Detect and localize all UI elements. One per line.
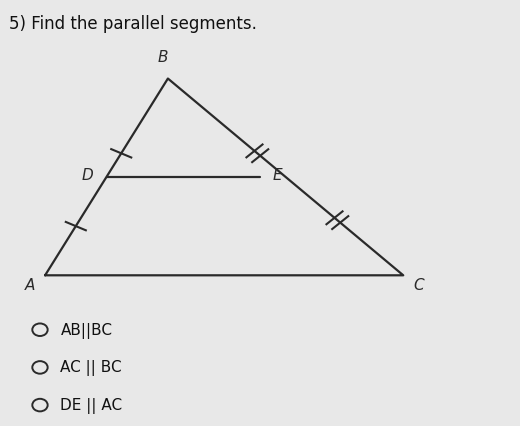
Text: AB||BC: AB||BC (60, 322, 112, 338)
Text: 5) Find the parallel segments.: 5) Find the parallel segments. (9, 14, 257, 32)
Text: DE || AC: DE || AC (60, 397, 123, 413)
Text: E: E (273, 168, 282, 183)
Text: AC || BC: AC || BC (60, 360, 122, 376)
Text: D: D (82, 168, 94, 183)
Text: C: C (413, 278, 424, 293)
Text: B: B (158, 50, 168, 65)
Text: A: A (24, 278, 35, 293)
